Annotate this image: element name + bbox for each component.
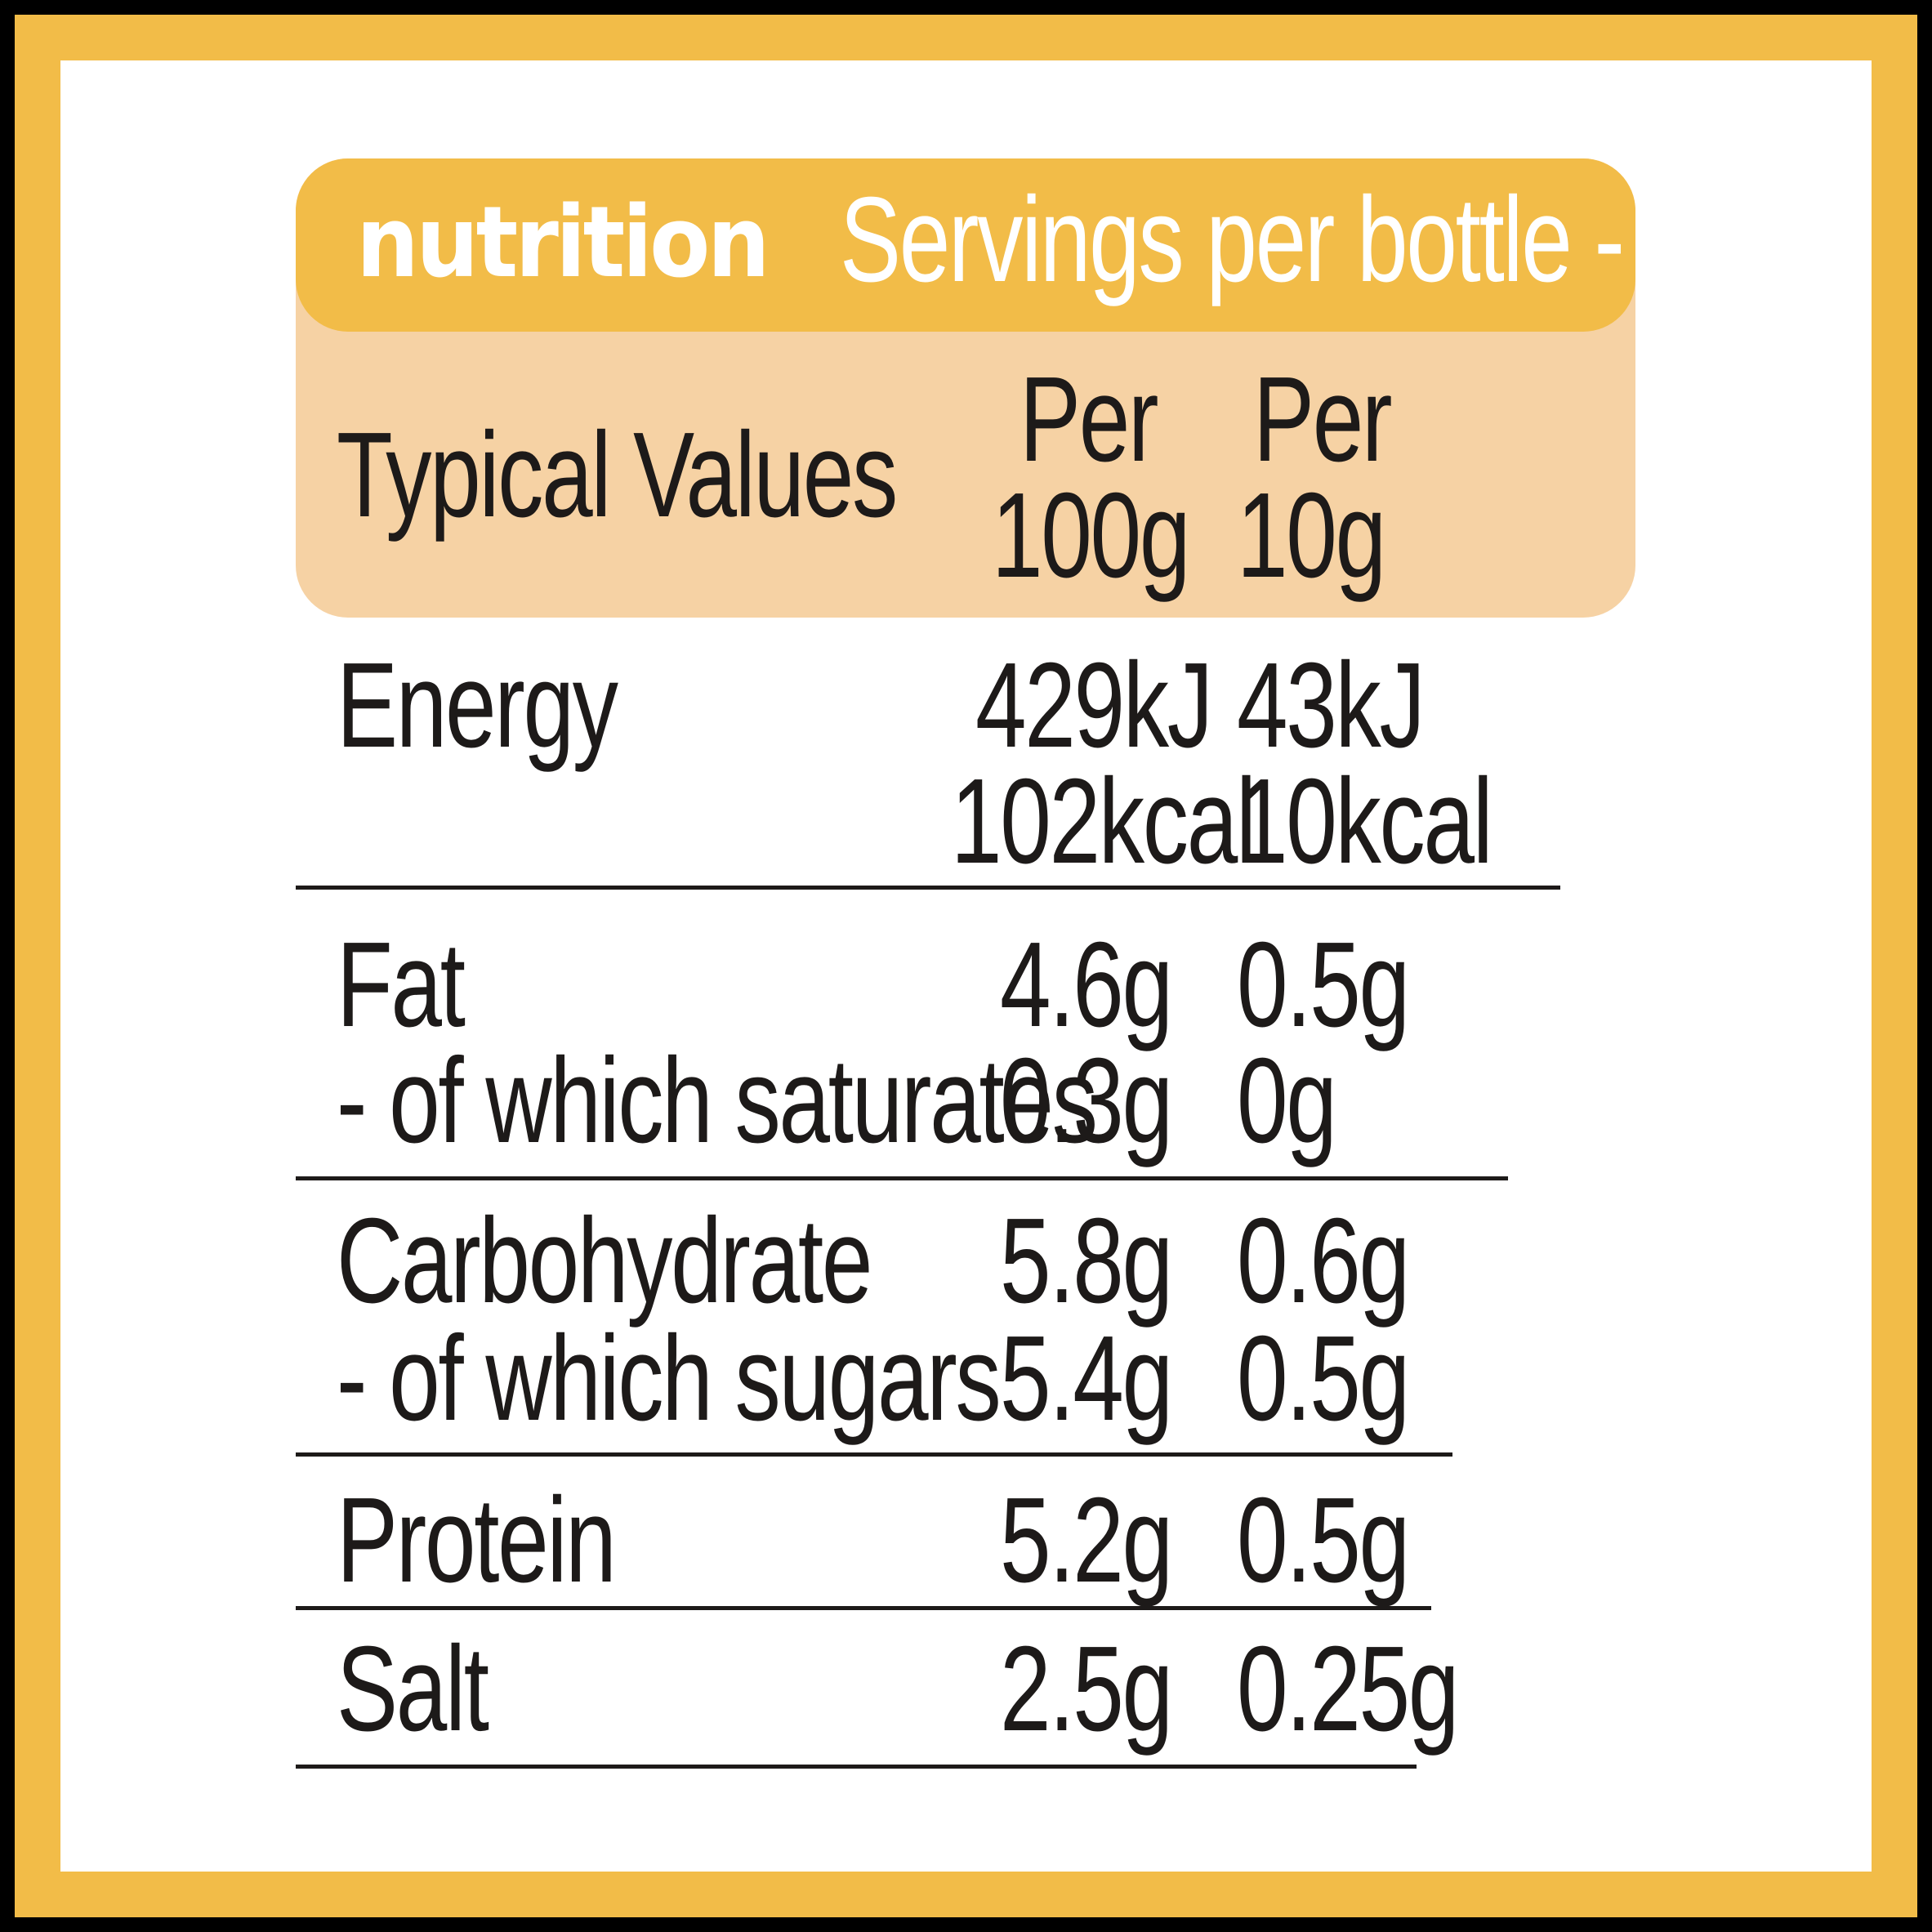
- row-label-carbohydrate: Carbohydrate: [337, 1194, 872, 1328]
- servings-per-bottle: Servings per bottle - 24: [840, 172, 1747, 307]
- energy-kj-per-100g: 429kJ: [975, 638, 1213, 773]
- fat-per-100g: 4.6g: [1000, 917, 1173, 1052]
- divider-protein: [296, 1606, 1431, 1610]
- protein-per-100g: 5.2g: [1000, 1473, 1173, 1608]
- energy-kcal-per-10g: 10kcal: [1237, 754, 1493, 889]
- energy-kj-per-10g: 43kJ: [1237, 638, 1426, 773]
- title-banner: [296, 158, 1635, 332]
- row-label-energy: Energy: [337, 638, 618, 773]
- salt-per-100g: 2.5g: [1000, 1622, 1173, 1756]
- sugars-per-100g: 5.4g: [1000, 1311, 1173, 1446]
- row-label-fat: Fat: [337, 917, 466, 1052]
- saturates-per-10g: 0g: [1237, 1033, 1337, 1168]
- protein-per-10g: 0.5g: [1237, 1473, 1410, 1608]
- row-label-protein: Protein: [337, 1473, 617, 1608]
- per-10g-heading-line1: Per: [1253, 352, 1392, 487]
- divider-carbohydrate: [296, 1452, 1452, 1457]
- per-10g-heading-line2: 10g: [1237, 468, 1386, 603]
- fat-per-10g: 0.5g: [1237, 917, 1410, 1052]
- per-100g-heading-line1: Per: [1020, 352, 1158, 487]
- sugars-per-10g: 0.5g: [1237, 1311, 1410, 1446]
- row-label-salt: Salt: [337, 1622, 489, 1756]
- typical-values-label: Typical Values: [337, 408, 898, 542]
- divider-fat: [296, 1176, 1508, 1180]
- row-label-saturates: - of which saturates: [337, 1033, 1098, 1168]
- divider-energy: [296, 886, 1560, 890]
- salt-per-10g: 0.25g: [1237, 1622, 1459, 1756]
- divider-salt: [296, 1765, 1417, 1769]
- carbohydrate-per-10g: 0.6g: [1237, 1194, 1410, 1328]
- energy-kcal-per-100g: 102kcal: [951, 754, 1256, 889]
- carbohydrate-per-100g: 5.8g: [1000, 1194, 1173, 1328]
- per-100g-heading-line2: 100g: [992, 468, 1190, 603]
- brand-title: nutrition: [356, 186, 770, 300]
- saturates-per-100g: 0.3g: [1000, 1033, 1173, 1168]
- row-label-sugars: - of which sugars: [337, 1311, 1002, 1446]
